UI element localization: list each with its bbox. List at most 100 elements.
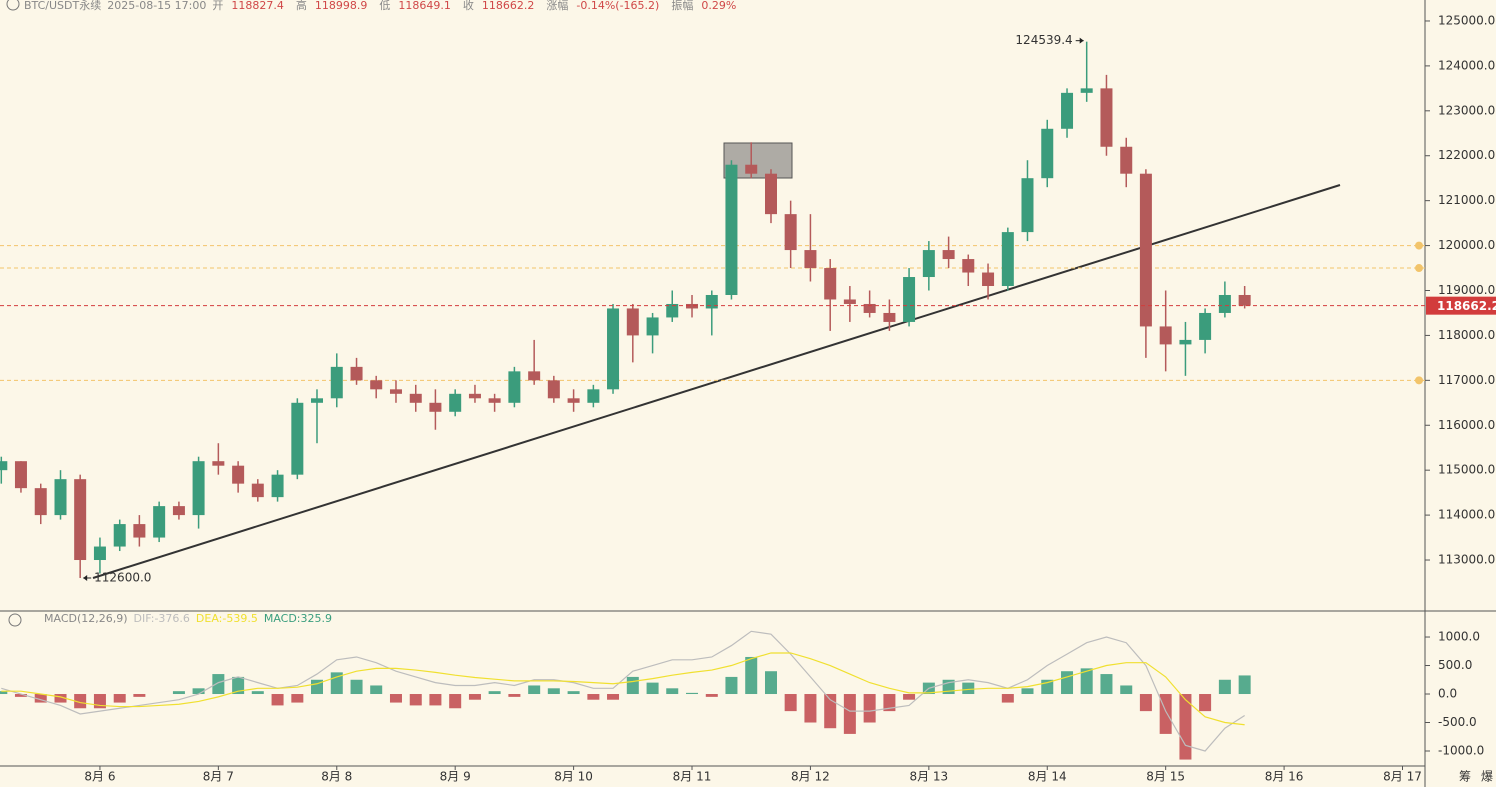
field: 高 118998.9 bbox=[296, 0, 374, 12]
macd-bar bbox=[232, 676, 245, 695]
candle-body bbox=[449, 393, 462, 412]
y-tick-label: 113000.0 bbox=[1438, 553, 1495, 567]
macd-bar bbox=[843, 694, 856, 734]
macd-bar bbox=[725, 676, 738, 695]
macd-bar bbox=[488, 691, 501, 695]
field: 开 118827.4 bbox=[212, 0, 290, 12]
macd-bar bbox=[133, 694, 146, 697]
candle-body bbox=[251, 483, 264, 498]
candle-body bbox=[54, 479, 67, 516]
macd-bar bbox=[271, 694, 284, 706]
x-tick-label: 8月 9 bbox=[440, 770, 471, 784]
macd-bar bbox=[350, 679, 363, 695]
macd-bar bbox=[587, 694, 600, 700]
y-tick-label: 1000.0 bbox=[1438, 630, 1480, 644]
x-tick-label: 8月 10 bbox=[554, 770, 593, 784]
last-price-label: 118662.2 bbox=[1437, 299, 1496, 313]
candle-body bbox=[942, 250, 955, 260]
x-tick-label: 8月 7 bbox=[203, 770, 234, 784]
candle-body bbox=[232, 465, 245, 484]
field: 涨幅 -0.14%(-165.2) bbox=[546, 0, 665, 12]
candle-body bbox=[1238, 294, 1251, 306]
candle-body bbox=[370, 380, 383, 390]
macd-bar bbox=[1199, 694, 1212, 712]
candle-body bbox=[113, 524, 126, 547]
candle-body bbox=[93, 546, 106, 561]
macd-bar bbox=[863, 694, 876, 723]
candle-body bbox=[133, 524, 146, 538]
candle-body bbox=[666, 303, 679, 318]
macd-bar bbox=[883, 694, 896, 712]
y-tick-label: 500.0 bbox=[1438, 658, 1472, 672]
macd-bar bbox=[389, 694, 402, 703]
y-tick-label: 121000.0 bbox=[1438, 193, 1495, 207]
candle-body bbox=[1080, 88, 1093, 93]
macd-bar bbox=[804, 694, 817, 723]
dea-line bbox=[1, 652, 1245, 726]
field-label: 涨幅 bbox=[546, 0, 569, 12]
x-tick-label: 8月 11 bbox=[673, 770, 712, 784]
macd-bar bbox=[1100, 674, 1113, 695]
field-value: 118827.4 bbox=[231, 0, 284, 12]
x-tick-label: 8月 16 bbox=[1265, 770, 1304, 784]
y-tick-label: 117000.0 bbox=[1438, 373, 1495, 387]
candle-body bbox=[784, 214, 797, 251]
macd-bar bbox=[784, 694, 797, 712]
macd-bar bbox=[1080, 668, 1093, 695]
macd-bar bbox=[508, 694, 521, 697]
candle-body bbox=[14, 461, 27, 489]
y-tick-label: 125000.0 bbox=[1438, 13, 1495, 27]
y-tick-label: 124000.0 bbox=[1438, 58, 1495, 72]
toolbar-button[interactable]: 筹 bbox=[1459, 770, 1471, 784]
macd-bar bbox=[1021, 688, 1034, 695]
candle-body bbox=[1041, 128, 1054, 179]
candle-body bbox=[922, 250, 935, 278]
candle-body bbox=[646, 317, 659, 336]
candle-body bbox=[607, 308, 620, 390]
trend-line[interactable] bbox=[92, 184, 1341, 579]
candle-body bbox=[291, 402, 304, 475]
candle-body bbox=[764, 173, 777, 215]
candle-body bbox=[310, 398, 323, 403]
collapse-icon[interactable] bbox=[6, 0, 20, 11]
x-tick-label: 8月 13 bbox=[909, 770, 948, 784]
macd-bar bbox=[74, 694, 87, 709]
macd-bar bbox=[1238, 675, 1251, 695]
collapse-icon[interactable] bbox=[8, 613, 22, 627]
legend-entry: DEA:-539.5 bbox=[195, 612, 258, 625]
macd-bar bbox=[745, 656, 758, 695]
macd-bar bbox=[1139, 694, 1152, 712]
macd-bar bbox=[1179, 694, 1192, 760]
annotation-arrowhead bbox=[1079, 37, 1084, 44]
level-handle bbox=[1415, 376, 1423, 385]
candle-body bbox=[903, 277, 916, 322]
macd-bar bbox=[1218, 679, 1231, 695]
toolbar-button[interactable]: 爆 bbox=[1481, 770, 1493, 784]
macd-bar bbox=[192, 688, 205, 695]
candle-body bbox=[508, 371, 521, 403]
macd-bar bbox=[962, 682, 975, 695]
candle-body bbox=[705, 294, 718, 309]
candle-body bbox=[350, 366, 363, 381]
candle-body bbox=[1001, 232, 1014, 287]
y-tick-label: 122000.0 bbox=[1438, 148, 1495, 162]
candle-body bbox=[863, 303, 876, 313]
y-tick-label: 115000.0 bbox=[1438, 463, 1495, 477]
macd-bar bbox=[212, 674, 225, 695]
macd-bar bbox=[54, 694, 67, 703]
macd-bar bbox=[34, 694, 47, 703]
level-handle bbox=[1415, 241, 1423, 250]
annotation-arrowhead bbox=[83, 574, 88, 581]
field: 低 118649.1 bbox=[379, 0, 457, 12]
macd-bar bbox=[0, 691, 8, 695]
candle-body bbox=[1061, 92, 1074, 129]
x-tick-label: 8月 14 bbox=[1028, 770, 1067, 784]
macd-bar bbox=[1120, 685, 1133, 695]
macd-bar bbox=[172, 691, 185, 695]
candle-body bbox=[0, 461, 8, 471]
macd-bar bbox=[113, 694, 126, 703]
candle-body bbox=[212, 461, 225, 466]
y-tick-label: 116000.0 bbox=[1438, 418, 1495, 432]
